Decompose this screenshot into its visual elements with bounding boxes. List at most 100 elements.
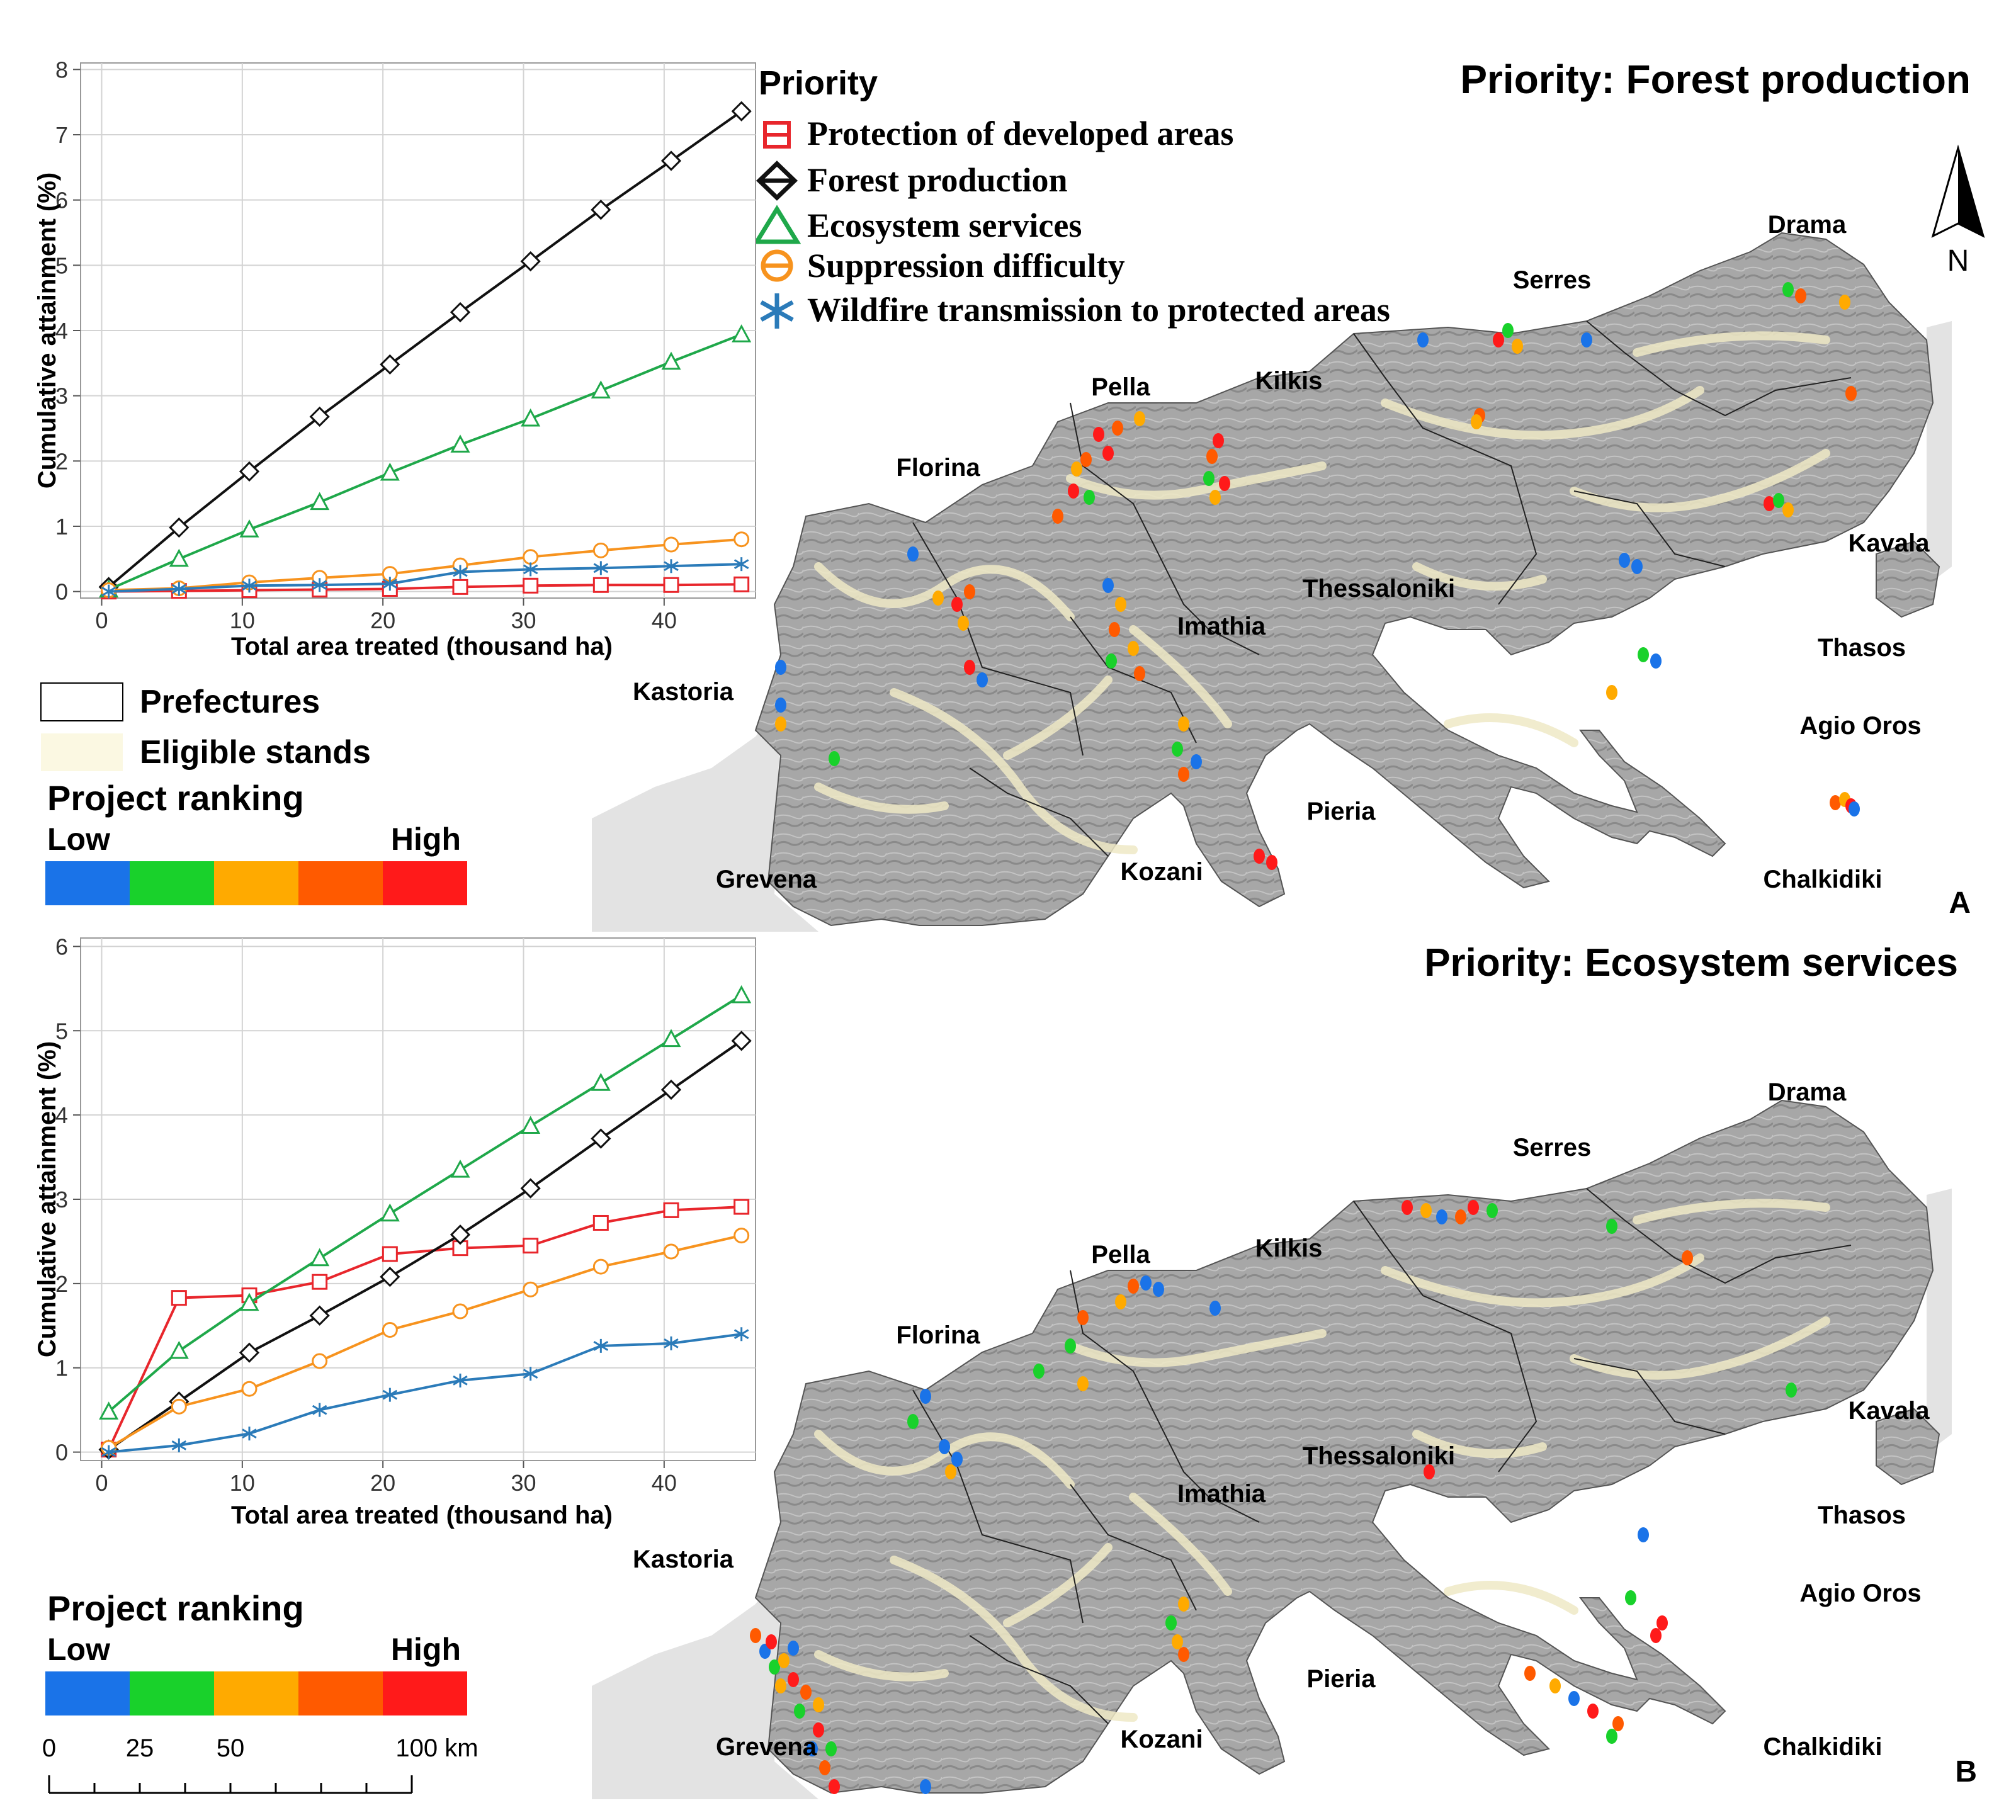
project-cluster <box>1502 323 1514 338</box>
data-point <box>733 1199 750 1215</box>
ranking-a-swatch-5 <box>383 861 467 905</box>
data-point <box>380 1203 400 1222</box>
scale-bar: 0 25 50 100 km <box>42 1734 479 1794</box>
project-cluster <box>907 546 919 562</box>
y-tick-label: 6 <box>55 188 68 213</box>
x-tick-label: 10 <box>230 1470 255 1496</box>
ranking-a-swatch-3 <box>214 861 298 905</box>
data-point <box>450 1160 470 1178</box>
data-point <box>312 578 327 592</box>
data-point <box>660 1079 682 1100</box>
project-cluster <box>1773 493 1784 508</box>
project-cluster <box>1795 288 1806 303</box>
map-b-label-kastoria: Kastoria <box>633 1546 734 1573</box>
project-cluster <box>1830 795 1841 810</box>
project-cluster <box>1631 559 1643 574</box>
x-tick-label: 20 <box>370 608 395 633</box>
project-cluster <box>778 1653 790 1668</box>
project-cluster <box>813 1722 824 1738</box>
circle-marker-icon <box>761 249 793 282</box>
y-tick-label: 8 <box>55 57 68 82</box>
y-tick-label: 0 <box>55 579 68 605</box>
map-b-label-kozani: Kozani <box>1120 1726 1203 1753</box>
ranking-a-swatch-4 <box>298 861 383 905</box>
ranking-b-swatch-5 <box>383 1671 467 1715</box>
map-panel-a: Priority: Forest production A N Drama Se… <box>592 57 1985 932</box>
project-cluster <box>1612 1716 1624 1731</box>
north-label: N <box>1947 244 1969 278</box>
data-point <box>239 1292 259 1311</box>
map-a-label-thasos: Thasos <box>1818 634 1906 662</box>
data-point <box>452 1303 468 1320</box>
project-cluster <box>920 1779 931 1794</box>
data-point <box>169 517 190 538</box>
scale-label-0: 0 <box>42 1734 56 1762</box>
project-cluster <box>1782 502 1794 517</box>
data-point <box>521 408 541 427</box>
project-cluster <box>1638 1527 1649 1542</box>
map-b-label-drama: Drama <box>1768 1078 1847 1106</box>
data-point <box>733 531 750 548</box>
series-line <box>108 1039 742 1451</box>
data-point <box>380 1267 400 1287</box>
legend-label-prefectures: Prefectures <box>140 684 320 720</box>
y-tick-label: 4 <box>55 318 68 344</box>
project-cluster <box>1219 476 1230 491</box>
y-tick-label: 2 <box>55 1271 68 1297</box>
x-tick-label: 30 <box>511 1470 536 1496</box>
map-b-neighbor-land-east <box>1927 1189 1952 1453</box>
project-cluster <box>825 1741 837 1756</box>
y-tick-label: 1 <box>55 1355 68 1381</box>
project-cluster <box>1468 1200 1479 1215</box>
project-cluster <box>766 1634 777 1649</box>
map-b-label-imathia: Imathia <box>1177 1480 1266 1508</box>
project-cluster <box>932 591 944 606</box>
project-cluster <box>1115 1294 1126 1309</box>
priority-legend: Priority Protection of developed areas F… <box>752 64 1390 329</box>
project-cluster <box>1402 1200 1413 1215</box>
data-point <box>380 462 400 481</box>
data-point <box>733 557 749 572</box>
project-cluster <box>1471 414 1482 429</box>
data-point <box>309 406 330 427</box>
project-cluster <box>1140 1275 1152 1291</box>
map-a-label-pella: Pella <box>1091 373 1150 401</box>
map-a-label-pieria: Pieria <box>1307 798 1376 825</box>
data-point <box>592 542 609 558</box>
data-point <box>239 519 259 538</box>
project-cluster <box>1213 433 1224 448</box>
map-b-label-kilkis: Kilkis <box>1255 1235 1323 1262</box>
project-cluster <box>1093 427 1104 442</box>
data-point <box>239 461 260 482</box>
map-b-prefecture-borders <box>912 1188 1852 1724</box>
map-b-macedonia-land <box>754 1099 1934 1794</box>
map-b-label-kavala: Kavala <box>1849 1397 1930 1425</box>
project-cluster <box>788 1641 799 1656</box>
ranking-b-swatch-3 <box>214 1671 298 1715</box>
project-cluster <box>750 1628 761 1643</box>
data-point <box>592 1258 609 1275</box>
ranking-b-low: Low <box>47 1632 110 1667</box>
project-cluster <box>1625 1590 1636 1605</box>
y-tick-label: 5 <box>55 1018 68 1044</box>
project-cluster <box>939 1439 950 1454</box>
data-point <box>382 577 398 591</box>
data-point <box>450 434 470 453</box>
ranking-a-title: Project ranking <box>47 778 304 818</box>
project-cluster <box>1134 411 1145 426</box>
project-cluster <box>1266 855 1277 870</box>
series-line <box>108 110 742 588</box>
project-cluster <box>1134 666 1145 681</box>
map-a-label-grevena: Grevena <box>716 866 817 893</box>
data-point <box>663 577 679 593</box>
data-point <box>661 1029 681 1048</box>
chart-a-grid <box>81 63 756 598</box>
data-point <box>169 548 189 567</box>
ranking-a-low: Low <box>47 822 110 857</box>
legend-item-prefectures: Prefectures <box>40 682 320 721</box>
ranking-legend-b: Project ranking Low High <box>45 1588 467 1715</box>
priority-legend-title: Priority <box>759 64 878 102</box>
ranking-a-swatch-1 <box>45 861 130 905</box>
y-tick-label: 5 <box>55 252 68 278</box>
project-cluster <box>964 584 975 599</box>
